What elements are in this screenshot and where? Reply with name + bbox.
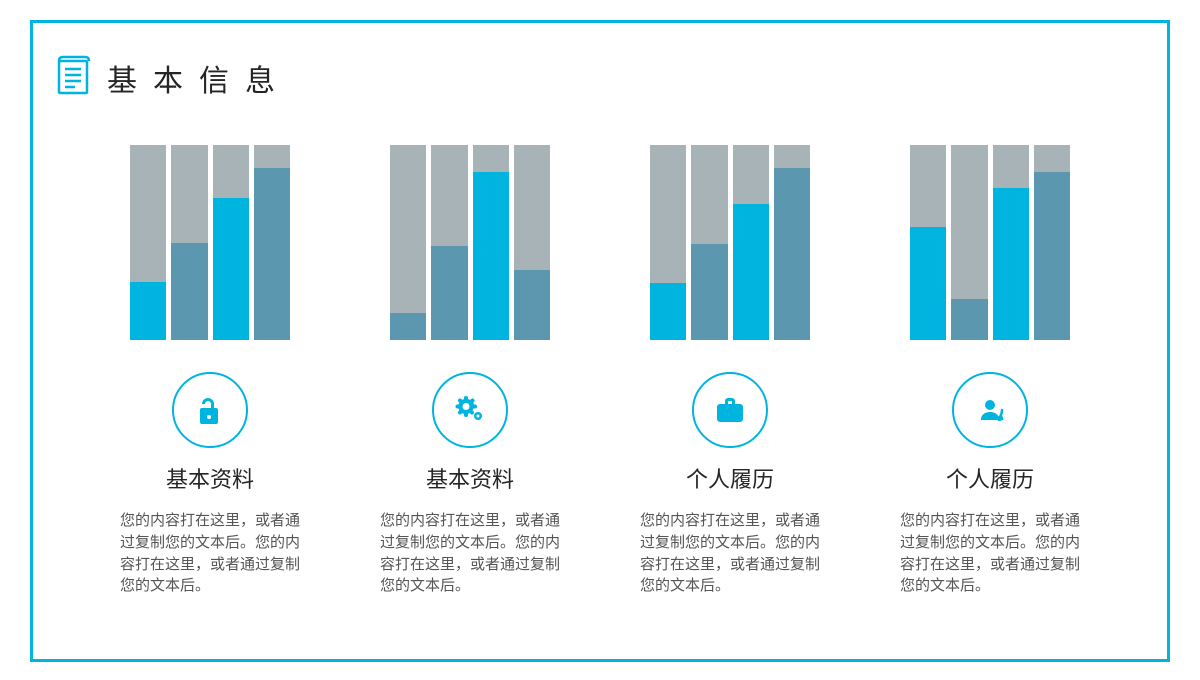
- bar-fill: [774, 168, 810, 340]
- page-title: 基本信息: [107, 56, 291, 100]
- columns-grid: 基本资料您的内容打在这里，或者通过复制您的文本后。您的内容打在这里，或者通过复制…: [110, 145, 1090, 597]
- column-description: 您的内容打在这里，或者通过复制您的文本后。您的内容打在这里，或者通过复制您的文本…: [380, 510, 560, 597]
- info-column: 个人履历您的内容打在这里，或者通过复制您的文本后。您的内容打在这里，或者通过复制…: [890, 145, 1090, 597]
- bar-chart: [390, 145, 550, 340]
- bar-fill: [130, 282, 166, 341]
- bar-fill: [254, 168, 290, 340]
- bar-chart: [910, 145, 1070, 340]
- briefcase-icon: [692, 372, 768, 448]
- bar-fill: [733, 204, 769, 341]
- bar-background: [951, 145, 987, 340]
- bar-background: [431, 145, 467, 340]
- unlock-icon: [172, 372, 248, 448]
- bar-chart: [130, 145, 290, 340]
- bar-chart: [650, 145, 810, 340]
- header: 基本信息: [55, 55, 291, 100]
- bar-background: [514, 145, 550, 340]
- bar-fill: [691, 244, 727, 340]
- bar-background: [171, 145, 207, 340]
- bar-background: [390, 145, 426, 340]
- bar-background: [733, 145, 769, 340]
- column-title: 基本资料: [426, 462, 514, 494]
- bar-background: [691, 145, 727, 340]
- bar-background: [910, 145, 946, 340]
- bar-fill: [951, 299, 987, 340]
- bar-fill: [431, 246, 467, 340]
- bar-background: [650, 145, 686, 340]
- bar-fill: [171, 243, 207, 341]
- bar-fill: [1034, 172, 1070, 340]
- info-column: 个人履历您的内容打在这里，或者通过复制您的文本后。您的内容打在这里，或者通过复制…: [630, 145, 830, 597]
- document-icon: [55, 55, 91, 100]
- bar-background: [774, 145, 810, 340]
- column-title: 基本资料: [166, 462, 254, 494]
- column-title: 个人履历: [946, 462, 1034, 494]
- bar-fill: [514, 270, 550, 340]
- bar-background: [993, 145, 1029, 340]
- bar-fill: [213, 198, 249, 340]
- bar-background: [254, 145, 290, 340]
- bar-background: [473, 145, 509, 340]
- column-description: 您的内容打在这里，或者通过复制您的文本后。您的内容打在这里，或者通过复制您的文本…: [640, 510, 820, 597]
- bar-background: [1034, 145, 1070, 340]
- bar-background: [130, 145, 166, 340]
- column-description: 您的内容打在这里，或者通过复制您的文本后。您的内容打在这里，或者通过复制您的文本…: [120, 510, 300, 597]
- person-cycle-icon: [952, 372, 1028, 448]
- column-title: 个人履历: [686, 462, 774, 494]
- bar-fill: [473, 172, 509, 340]
- bar-background: [213, 145, 249, 340]
- gears-icon: [432, 372, 508, 448]
- bar-fill: [993, 188, 1029, 340]
- bar-fill: [390, 313, 426, 340]
- bar-fill: [910, 227, 946, 340]
- info-column: 基本资料您的内容打在这里，或者通过复制您的文本后。您的内容打在这里，或者通过复制…: [370, 145, 570, 597]
- bar-fill: [650, 283, 686, 340]
- column-description: 您的内容打在这里，或者通过复制您的文本后。您的内容打在这里，或者通过复制您的文本…: [900, 510, 1080, 597]
- info-column: 基本资料您的内容打在这里，或者通过复制您的文本后。您的内容打在这里，或者通过复制…: [110, 145, 310, 597]
